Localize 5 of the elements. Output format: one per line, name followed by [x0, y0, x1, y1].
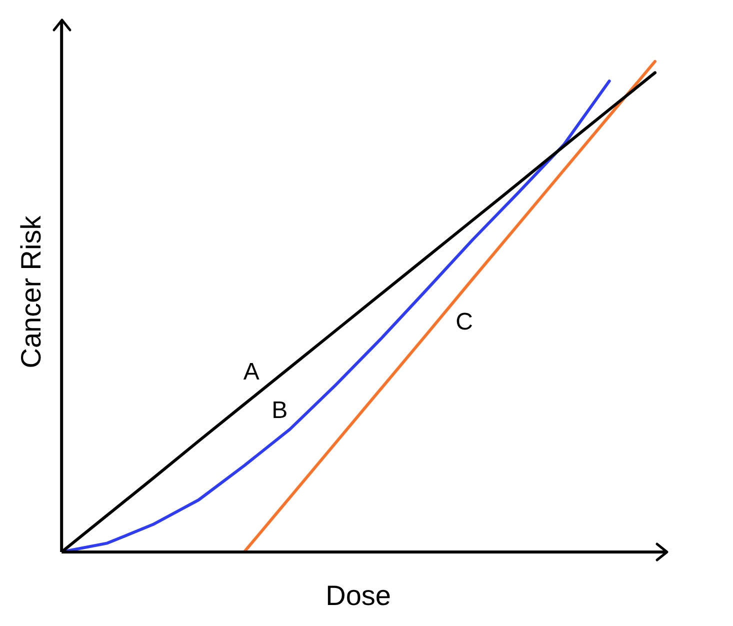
y-axis-title: Cancer Risk: [16, 214, 47, 368]
series-label: B: [272, 397, 288, 424]
x-axis-title: Dose: [326, 580, 391, 611]
series-label: A: [243, 358, 260, 386]
series-label: C: [456, 308, 473, 336]
